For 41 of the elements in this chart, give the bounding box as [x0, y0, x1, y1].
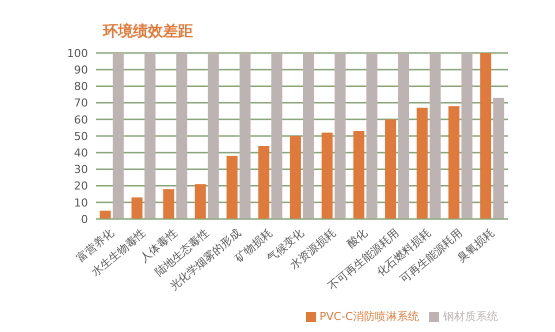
bar: [131, 197, 142, 219]
bar: [144, 53, 156, 219]
bar: [302, 53, 314, 219]
bar: [258, 146, 270, 219]
y-tick-label: 40: [74, 146, 88, 160]
legend-label: PVC-C消防喷淋系统: [320, 310, 419, 323]
y-tick-label: 50: [74, 130, 88, 143]
bar: [290, 136, 301, 219]
bar: [493, 98, 504, 219]
y-tick-label: 20: [74, 180, 88, 193]
bar: [194, 184, 206, 219]
bar: [448, 106, 460, 219]
bar: [334, 53, 346, 219]
bar: [240, 53, 251, 219]
bar: [208, 53, 219, 219]
bar: [322, 132, 333, 219]
bar: [416, 108, 428, 219]
bar: [226, 156, 238, 219]
y-tick-label: 100: [67, 46, 88, 60]
x-tick-label: 酸化: [344, 226, 370, 251]
bar: [271, 53, 282, 219]
y-tick-label: 90: [74, 64, 88, 77]
bar: [366, 53, 378, 219]
y-tick-label: 30: [74, 163, 88, 176]
bar: [163, 189, 174, 219]
bar: [100, 210, 111, 219]
y-tick-label: 10: [74, 196, 88, 210]
bar: [353, 131, 364, 219]
y-tick-label: 80: [74, 80, 88, 94]
bar: [176, 53, 188, 219]
chart-title: 环境绩效差距: [103, 22, 193, 41]
bar: [385, 119, 396, 219]
bar: [480, 53, 492, 219]
y-tick-label: 70: [74, 96, 88, 110]
bar: [430, 53, 441, 219]
y-tick-label: 0: [81, 212, 88, 226]
bar: [398, 53, 410, 219]
bar: [112, 53, 124, 219]
legend-label: 钢材质系统: [443, 310, 498, 323]
y-tick-label: 60: [74, 113, 88, 126]
bar: [461, 53, 472, 219]
